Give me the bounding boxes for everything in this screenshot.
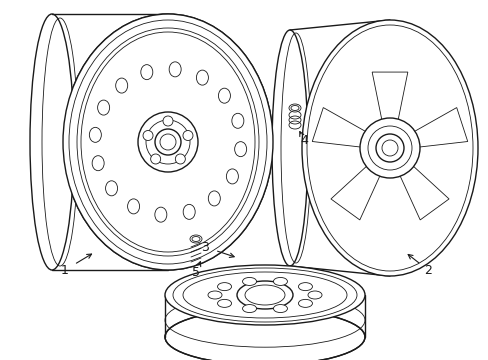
Ellipse shape: [218, 88, 230, 103]
Ellipse shape: [298, 283, 312, 291]
Ellipse shape: [298, 300, 312, 307]
Ellipse shape: [271, 30, 307, 266]
Ellipse shape: [127, 199, 139, 214]
Ellipse shape: [150, 154, 161, 164]
Text: 2: 2: [423, 264, 431, 276]
Ellipse shape: [175, 154, 185, 164]
Ellipse shape: [142, 131, 153, 140]
Ellipse shape: [92, 156, 104, 171]
Ellipse shape: [155, 129, 181, 155]
Polygon shape: [371, 72, 407, 121]
Ellipse shape: [196, 70, 208, 85]
Polygon shape: [399, 165, 448, 220]
Ellipse shape: [155, 207, 166, 222]
Ellipse shape: [217, 300, 231, 307]
Ellipse shape: [288, 104, 301, 112]
Ellipse shape: [242, 278, 256, 285]
Ellipse shape: [359, 118, 419, 178]
Ellipse shape: [375, 134, 403, 162]
Ellipse shape: [63, 14, 272, 270]
Ellipse shape: [231, 113, 244, 128]
Ellipse shape: [63, 14, 272, 270]
Ellipse shape: [273, 305, 287, 312]
Ellipse shape: [98, 100, 109, 115]
Ellipse shape: [302, 20, 477, 276]
Text: 3: 3: [201, 240, 208, 253]
Ellipse shape: [164, 309, 364, 360]
Ellipse shape: [207, 291, 222, 299]
Ellipse shape: [105, 181, 117, 196]
Ellipse shape: [89, 127, 101, 142]
Ellipse shape: [307, 291, 321, 299]
Ellipse shape: [242, 305, 256, 312]
Ellipse shape: [116, 78, 127, 93]
Text: 4: 4: [300, 134, 307, 147]
Ellipse shape: [141, 65, 152, 80]
Ellipse shape: [77, 28, 259, 256]
Text: 1: 1: [61, 264, 69, 276]
Ellipse shape: [163, 116, 173, 126]
Text: 5: 5: [192, 266, 200, 279]
Ellipse shape: [164, 265, 364, 325]
Ellipse shape: [169, 62, 181, 77]
Ellipse shape: [273, 278, 287, 285]
Ellipse shape: [217, 283, 231, 291]
Ellipse shape: [183, 131, 193, 140]
Ellipse shape: [208, 191, 220, 206]
Ellipse shape: [226, 169, 238, 184]
Ellipse shape: [237, 281, 292, 309]
Ellipse shape: [138, 112, 198, 172]
Ellipse shape: [183, 204, 195, 219]
Ellipse shape: [190, 235, 202, 243]
Polygon shape: [312, 108, 366, 147]
Polygon shape: [412, 108, 467, 147]
Ellipse shape: [30, 14, 74, 270]
Ellipse shape: [234, 141, 246, 157]
Polygon shape: [330, 165, 380, 220]
